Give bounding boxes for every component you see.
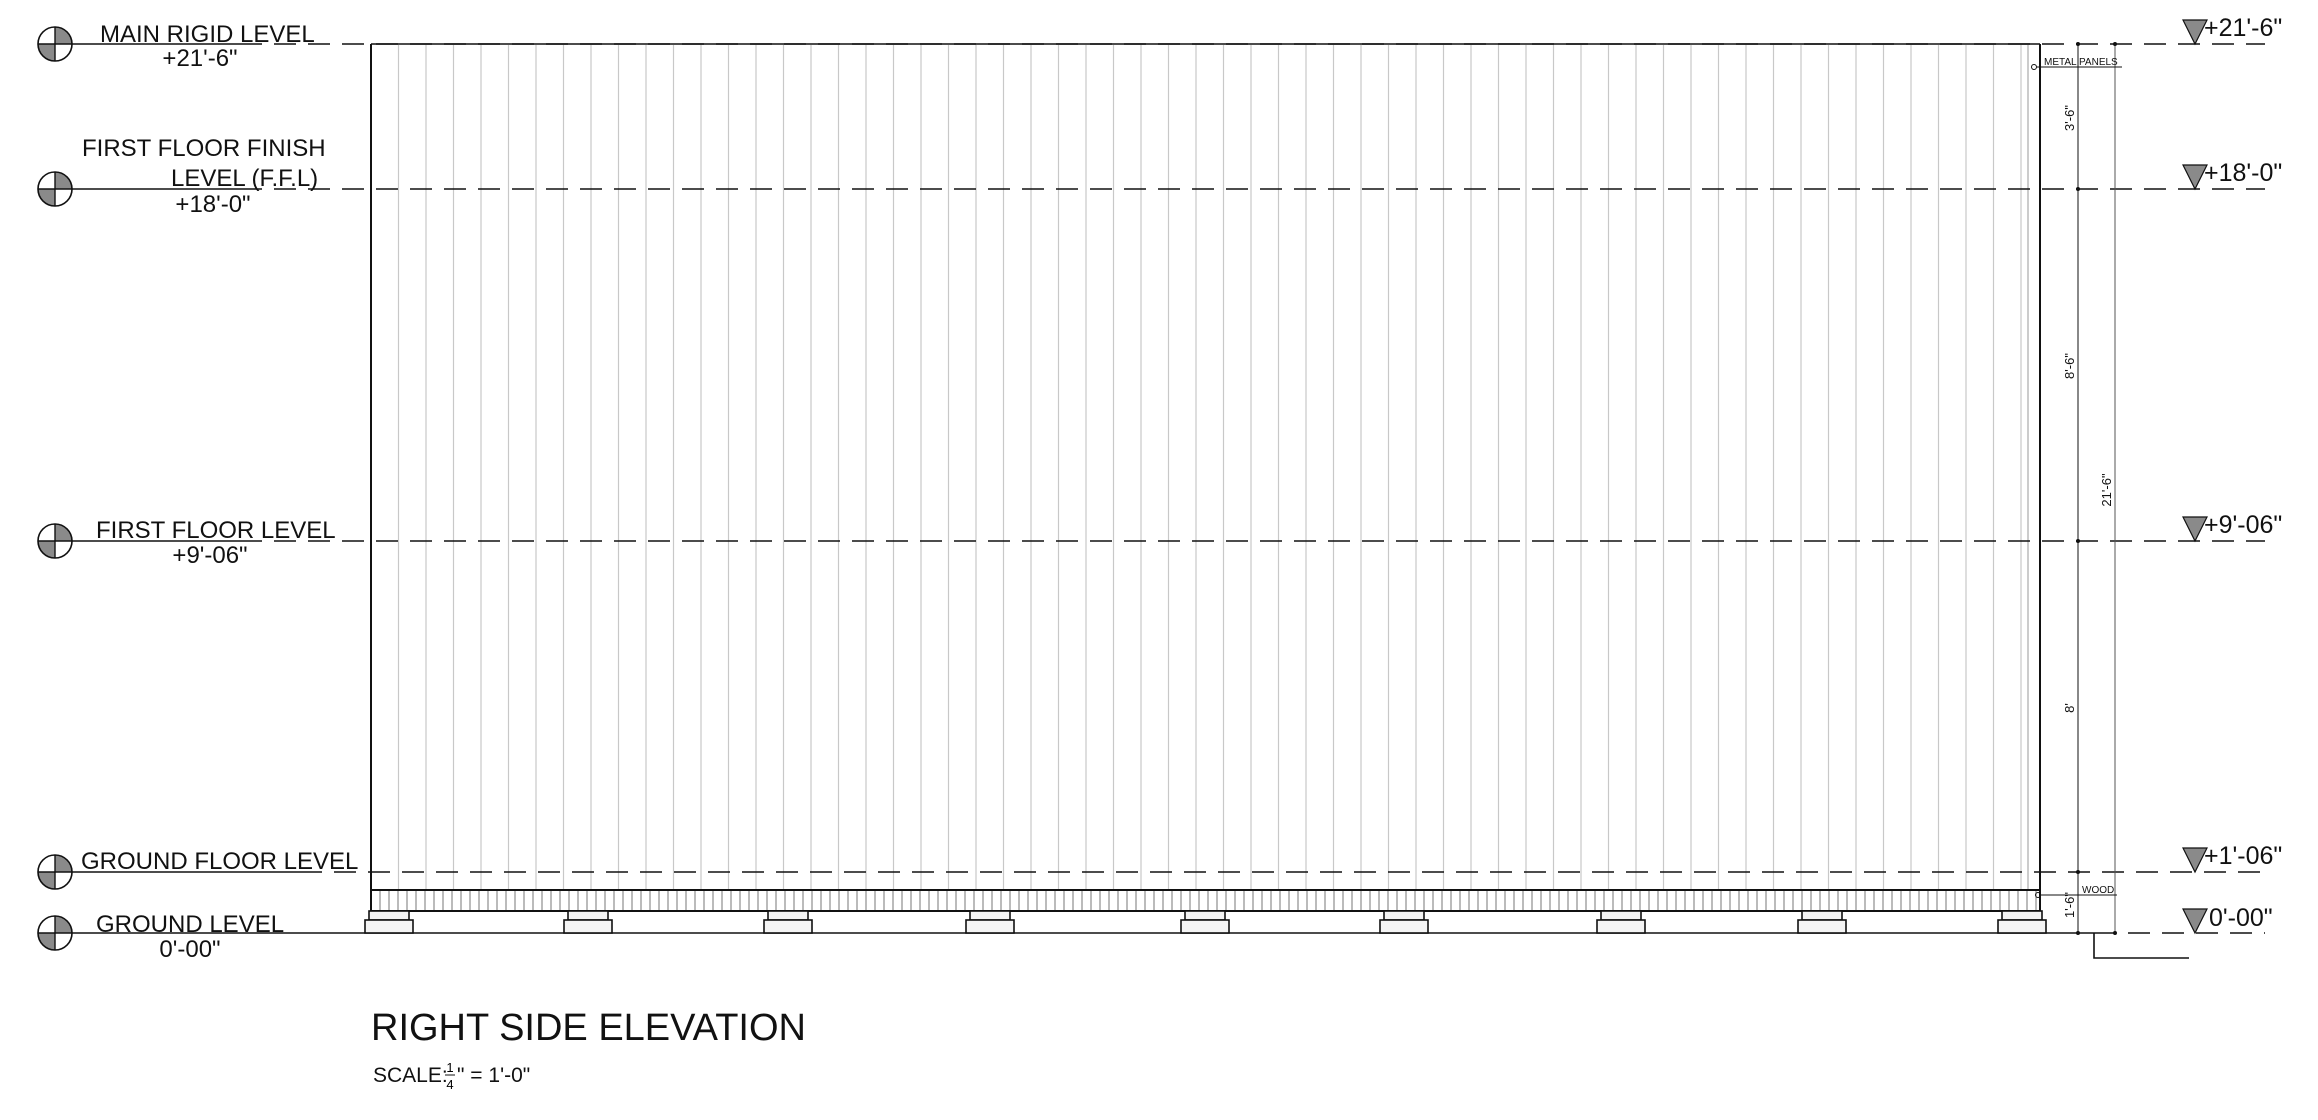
wood-leader (2035, 892, 2117, 898)
right-level-18-0: +18'-0" (2204, 159, 2282, 187)
footing-base (763, 919, 813, 934)
footing-top (2001, 910, 2043, 921)
dim-lower: 8' (2062, 703, 2077, 713)
dim-base: 1'-6" (2062, 892, 2077, 918)
level-value-main-rigid: +21'-6" (162, 45, 237, 72)
dimension-lines (2076, 42, 2117, 935)
scale-prefix: SCALE: (373, 1064, 448, 1087)
grade-step-line (2093, 933, 2189, 959)
footing-base (965, 919, 1015, 934)
metal-panels-leader (2031, 64, 2122, 70)
elevation-triangle-icon (2182, 19, 2208, 46)
level-label-ground-floor: GROUND FLOOR LEVEL (81, 848, 358, 875)
footing-top (1801, 910, 1843, 921)
scale-denominator: 4 (446, 1077, 453, 1092)
footing-base (563, 919, 613, 934)
footing-top (767, 910, 809, 921)
level-label-first-floor: FIRST FLOOR LEVEL (96, 517, 336, 544)
footing-base (364, 919, 414, 934)
footing-base (1379, 919, 1429, 934)
elevation-triangle-icon (2182, 164, 2208, 191)
footing-top (1383, 910, 1425, 921)
footings (364, 910, 2047, 934)
footing-base (1596, 919, 1646, 934)
scale-numerator: 1 (446, 1060, 453, 1075)
level-marker-fill (55, 27, 72, 44)
scale-suffix: " = 1'-0" (457, 1064, 530, 1087)
drawing-title: RIGHT SIDE ELEVATION (371, 1007, 806, 1049)
level-value-first-floor: +9'-06" (172, 542, 247, 569)
level-marker-fill (55, 916, 72, 933)
footing-top (1600, 910, 1642, 921)
level-marker-fill (38, 933, 55, 950)
level-marker-fill (38, 44, 55, 61)
dim-top: 3'-6" (2062, 105, 2077, 131)
level-marker-fill (38, 541, 55, 558)
level-value-ffl: +18'-0" (175, 191, 250, 218)
footing-base (1180, 919, 1230, 934)
level-label-ffl-line2: LEVEL (F.F.L) (171, 165, 318, 192)
dim-middle: 8'-6" (2062, 353, 2077, 379)
level-marker-fill (38, 189, 55, 206)
level-value-ground: 0'-00" (159, 936, 220, 963)
right-level-9-06: +9'-06" (2204, 511, 2282, 539)
right-level-21-6: +21'-6" (2204, 14, 2282, 42)
right-level-0-00: 0'-00" (2209, 904, 2273, 932)
right-level-markers (2182, 19, 2208, 935)
level-marker-fill (55, 172, 72, 189)
wood-note: WOOD (2082, 885, 2114, 896)
elevation-triangle-icon (2182, 908, 2208, 935)
metal-panels-note: METAL PANELS (2044, 57, 2118, 68)
level-markers (37, 26, 73, 951)
elevation-triangle-icon (2182, 516, 2208, 543)
metal-panel-lines (397, 45, 2029, 890)
level-marker-fill (38, 872, 55, 889)
level-label-main-rigid: MAIN RIGID LEVEL (100, 21, 315, 48)
footing-top (1184, 910, 1226, 921)
right-level-1-06: +1'-06" (2204, 842, 2282, 870)
footing-base (1797, 919, 1847, 934)
building-outline (370, 43, 2041, 912)
level-marker-fill (55, 524, 72, 541)
footing-top (567, 910, 609, 921)
footing-base (1997, 919, 2047, 934)
dim-overall: 21'-6" (2099, 473, 2114, 507)
footing-top (969, 910, 1011, 921)
level-marker-fill (55, 855, 72, 872)
level-label-ground: GROUND LEVEL (96, 911, 284, 938)
elevation-triangle-icon (2182, 847, 2208, 874)
level-label-ffl-line1: FIRST FLOOR FINISH (82, 135, 326, 162)
wood-base-hatch (379, 890, 2037, 911)
footing-top (368, 910, 410, 921)
